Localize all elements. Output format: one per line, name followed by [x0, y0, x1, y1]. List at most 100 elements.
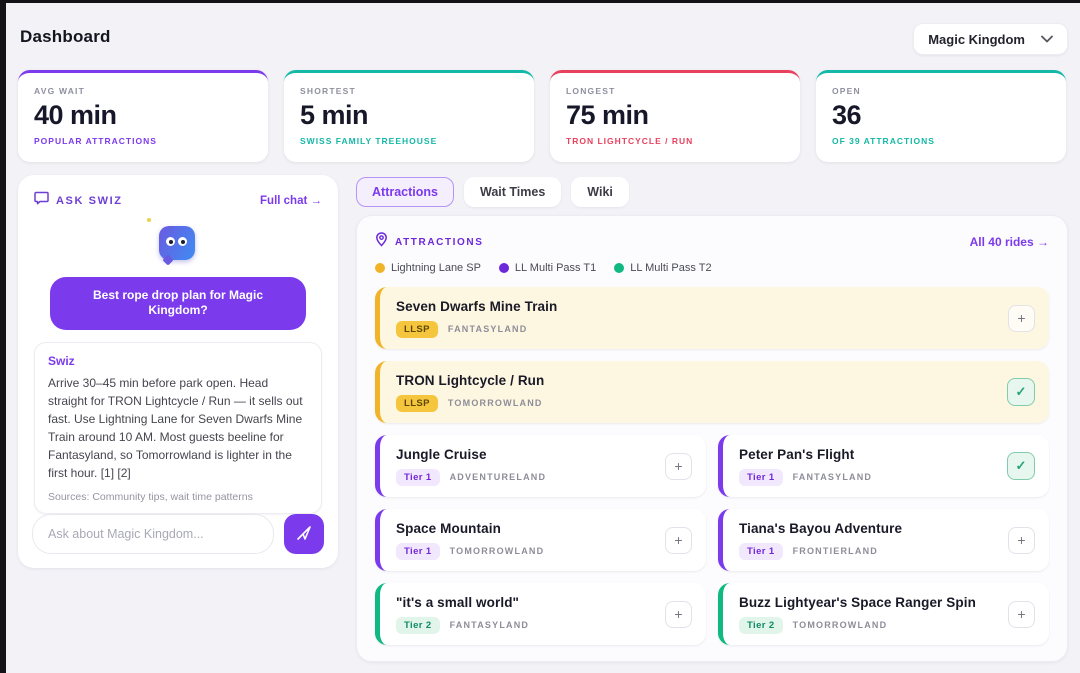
ride-name: TRON Lightcycle / Run — [396, 372, 545, 388]
add-ride-button[interactable]: + — [1008, 600, 1035, 628]
ride-card: TRON Lightcycle / Run LLSP TOMORROWLAND … — [375, 361, 1049, 423]
check-icon: ✓ — [1015, 384, 1027, 399]
all-rides-link[interactable]: All 40 rides → — [969, 235, 1049, 249]
ride-card: "it's a small world" Tier 2 FANTASYLAND … — [375, 583, 706, 645]
add-icon: + — [674, 606, 683, 622]
legend-dot-yellow — [375, 263, 385, 273]
park-selector-value: Magic Kingdom — [928, 31, 1025, 47]
ride-name: Buzz Lightyear's Space Ranger Spin — [739, 594, 976, 610]
assistant-answer-text: Arrive 30–45 min before park open. Head … — [48, 376, 303, 480]
location-pin-icon — [375, 232, 388, 252]
ride-card: Space Mountain Tier 1 TOMORROWLAND + — [375, 509, 706, 571]
stat-card-open: OPEN 36 OF 39 ATTRACTIONS — [816, 70, 1066, 162]
tier-badge: Tier 2 — [396, 616, 440, 634]
stat-value: 75 min — [566, 100, 649, 130]
add-icon: + — [1017, 532, 1026, 548]
ride-selected-button[interactable]: ✓ — [1007, 378, 1035, 406]
stat-card-avg-wait: AVG WAIT 40 min POPULAR ATTRACTIONS — [18, 70, 268, 162]
stat-value: 5 min — [300, 100, 369, 130]
ride-card: Buzz Lightyear's Space Ranger Spin Tier … — [718, 583, 1049, 645]
tab-attractions[interactable]: Attractions — [356, 177, 454, 207]
add-ride-button[interactable]: + — [665, 526, 692, 554]
stat-value: 36 — [832, 100, 862, 130]
add-ride-button[interactable]: + — [665, 452, 692, 480]
check-icon: ✓ — [1015, 458, 1027, 473]
ride-card: Seven Dwarfs Mine Train LLSP FANTASYLAND… — [375, 287, 1049, 349]
ride-card: Tiana's Bayou Adventure Tier 1 FRONTIERL… — [718, 509, 1049, 571]
ride-land: TOMORROWLAND — [449, 546, 545, 556]
ride-card: Jungle Cruise Tier 1 ADVENTURELAND + — [375, 435, 706, 497]
assistant-answer-card: Swiz Arrive 30–45 min before park open. … — [34, 342, 322, 514]
tier-badge: Tier 1 — [396, 542, 440, 560]
ride-selected-button[interactable]: ✓ — [1007, 452, 1035, 480]
stat-value: 40 min — [34, 100, 117, 130]
content-tabs: Attractions Wait Times Wiki — [356, 177, 629, 207]
ride-land: TOMORROWLAND — [792, 620, 888, 630]
user-question-bubble: Best rope drop plan for Magic Kingdom? — [50, 276, 306, 330]
chat-bubble-icon — [34, 191, 49, 210]
stat-label: AVG WAIT — [34, 86, 85, 96]
pass-legend: Lightning Lane SP LL Multi Pass T1 LL Mu… — [375, 262, 1049, 274]
ask-swiz-panel: ASK SWIZ Full chat → Best rope drop plan… — [18, 175, 338, 568]
chevron-down-icon — [1041, 35, 1053, 43]
send-button[interactable] — [284, 514, 324, 554]
screen-edge-top — [0, 0, 1080, 3]
ride-name: Jungle Cruise — [396, 446, 487, 462]
ride-name: Peter Pan's Flight — [739, 446, 855, 462]
tier-badge: Tier 1 — [739, 468, 783, 486]
add-icon: + — [1017, 606, 1026, 622]
stat-card-longest: LONGEST 75 min TRON LIGHTCYCLE / RUN — [550, 70, 800, 162]
legend-item-t1: LL Multi Pass T1 — [498, 262, 596, 274]
stat-card-shortest: SHORTEST 5 min SWISS FAMILY TREEHOUSE — [284, 70, 534, 162]
ride-name: Space Mountain — [396, 520, 501, 536]
add-icon: + — [674, 532, 683, 548]
pass-badge: LLSP — [396, 394, 438, 412]
ride-land: FANTASYLAND — [449, 620, 530, 630]
ride-land: ADVENTURELAND — [449, 472, 547, 482]
add-ride-button[interactable]: + — [1008, 304, 1035, 332]
legend-dot-teal — [614, 263, 625, 273]
stat-label: SHORTEST — [300, 86, 356, 96]
tab-wait-times[interactable]: Wait Times — [463, 177, 562, 207]
ride-name: Seven Dwarfs Mine Train — [396, 298, 558, 314]
ride-land: FANTASYLAND — [447, 324, 528, 334]
chat-input[interactable] — [32, 514, 274, 554]
legend-dot-purple — [498, 263, 509, 273]
assistant-sources: Sources: Community tips, wait time patte… — [48, 491, 253, 503]
ride-name: Tiana's Bayou Adventure — [739, 520, 903, 536]
park-selector-dropdown[interactable]: Magic Kingdom — [913, 23, 1068, 55]
pass-badge: LLSP — [396, 320, 438, 338]
add-icon: + — [1017, 310, 1026, 326]
tier-badge: Tier 1 — [396, 468, 440, 486]
chat-panel-title: ASK SWIZ — [56, 194, 123, 207]
add-ride-button[interactable]: + — [665, 600, 692, 628]
ride-name: "it's a small world" — [396, 594, 520, 610]
send-icon — [296, 525, 312, 544]
swiz-mascot-icon — [147, 218, 197, 266]
page-title: Dashboard — [20, 27, 111, 46]
stat-sub: TRON LIGHTCYCLE / RUN — [566, 136, 694, 146]
tier-badge: Tier 1 — [739, 542, 783, 560]
add-icon: + — [674, 458, 683, 474]
screen-edge-left — [0, 0, 6, 673]
tier-badge: Tier 2 — [739, 616, 783, 634]
stat-sub: POPULAR ATTRACTIONS — [34, 136, 157, 146]
add-ride-button[interactable]: + — [1008, 526, 1035, 554]
ride-land: FANTASYLAND — [792, 472, 873, 482]
ride-land: TOMORROWLAND — [447, 398, 543, 408]
stat-label: LONGEST — [566, 86, 616, 96]
assistant-name: Swiz — [48, 354, 75, 368]
stat-sub: SWISS FAMILY TREEHOUSE — [300, 136, 438, 146]
legend-item-llsp: Lightning Lane SP — [375, 262, 481, 274]
full-chat-link[interactable]: Full chat → — [260, 194, 322, 207]
stats-row: AVG WAIT 40 min POPULAR ATTRACTIONS SHOR… — [18, 70, 1066, 162]
tab-wiki[interactable]: Wiki — [571, 177, 629, 207]
legend-item-t2: LL Multi Pass T2 — [614, 262, 712, 274]
attractions-panel: ATTRACTIONS All 40 rides → Lightning Lan… — [356, 215, 1068, 662]
ride-land: FRONTIERLAND — [792, 546, 878, 556]
sparkle-dot — [147, 218, 151, 222]
stat-label: OPEN — [832, 86, 861, 96]
stat-sub: OF 39 ATTRACTIONS — [832, 136, 935, 146]
ride-card: Peter Pan's Flight Tier 1 FANTASYLAND ✓ — [718, 435, 1049, 497]
attractions-title: ATTRACTIONS — [395, 236, 484, 248]
